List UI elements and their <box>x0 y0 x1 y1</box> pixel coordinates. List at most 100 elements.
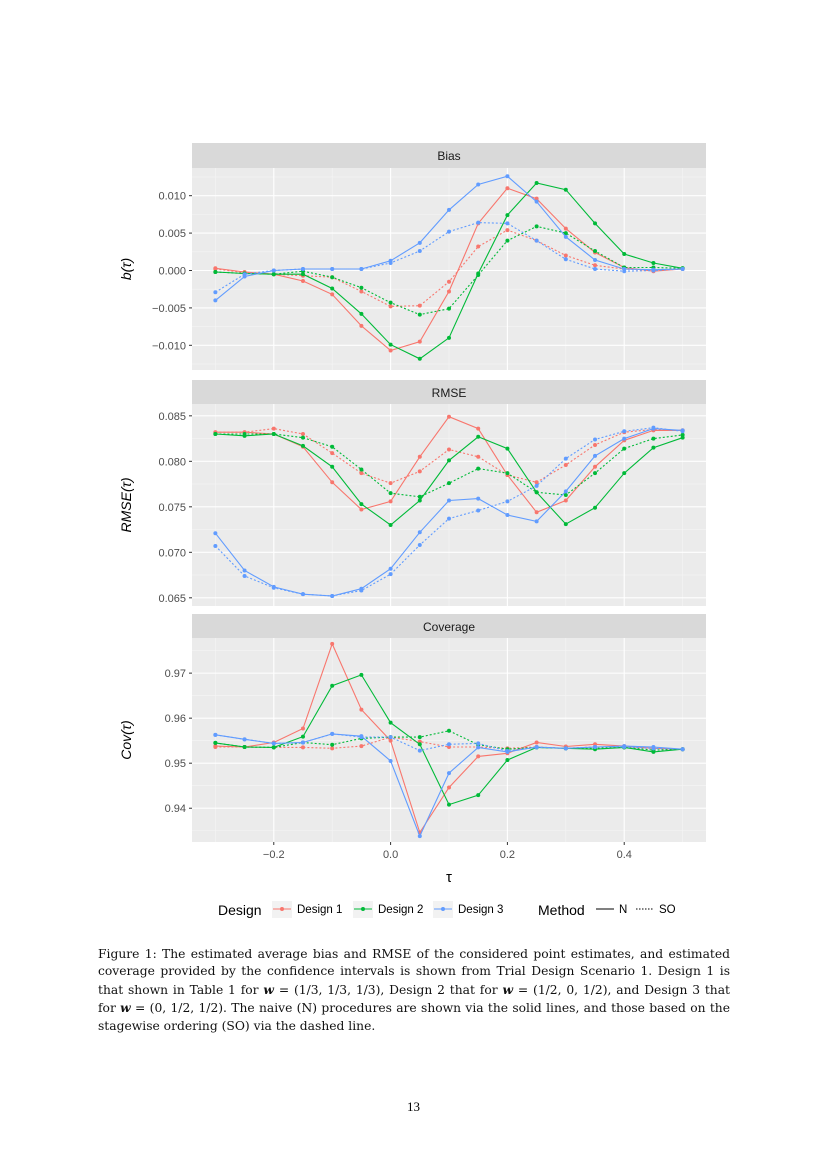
data-point <box>447 728 451 733</box>
data-point <box>622 744 627 749</box>
data-point <box>563 462 568 467</box>
data-point <box>447 306 451 311</box>
x-tick-label: 0.4 <box>617 849 632 861</box>
data-point <box>447 279 451 284</box>
data-point <box>417 498 422 503</box>
data-point <box>417 494 422 499</box>
data-point <box>593 249 598 254</box>
y-tick-label: 0.95 <box>165 758 186 770</box>
data-point <box>447 414 451 419</box>
x-tick-label: 0.0 <box>383 849 398 861</box>
data-point <box>213 740 218 745</box>
data-point <box>300 435 305 440</box>
legend-label: Design 2 <box>378 904 423 916</box>
y-tick-label: −0.005 <box>152 303 186 315</box>
data-point <box>505 213 510 218</box>
strip-background <box>192 143 706 168</box>
data-point <box>534 490 539 495</box>
data-point <box>593 221 598 226</box>
data-point <box>622 252 627 257</box>
data-point <box>330 292 335 297</box>
data-point <box>505 446 510 451</box>
data-point <box>593 263 598 268</box>
data-point <box>242 568 247 573</box>
series-line-design-2-so <box>215 225 683 316</box>
data-point <box>359 744 364 749</box>
data-point <box>563 231 568 236</box>
data-point <box>563 746 568 751</box>
data-point <box>534 180 539 185</box>
y-tick-label: 0.010 <box>158 191 186 203</box>
data-point <box>271 741 276 746</box>
data-point <box>388 348 393 353</box>
y-tick-label: 0.000 <box>158 265 186 277</box>
y-tick-label: 0.070 <box>158 547 186 559</box>
data-point <box>271 426 276 431</box>
data-point <box>622 446 627 451</box>
data-point <box>359 507 364 512</box>
data-point <box>388 261 393 266</box>
y-tick-label: 0.97 <box>165 668 186 680</box>
data-point <box>651 425 656 430</box>
data-point <box>242 432 247 437</box>
data-point <box>651 746 656 751</box>
x-axis-label: τ <box>446 869 452 886</box>
panel-bias: Bias 0.010 0.005 0.000 −0.005 −0.010 b(τ) <box>118 143 706 370</box>
data-point <box>359 588 364 593</box>
series-line-design-1-so <box>215 736 683 750</box>
data-point <box>447 498 451 503</box>
data-point <box>330 286 335 291</box>
legend-key-point <box>280 907 284 911</box>
data-point <box>271 745 276 750</box>
y-tick-label: 0.94 <box>165 803 186 815</box>
x-tick-label: 0.2 <box>500 849 515 861</box>
caption-text: Figure 1: The estimated average bias and… <box>98 947 730 997</box>
y-axis-label: Cov(τ) <box>118 720 134 759</box>
data-point <box>359 735 364 740</box>
data-point <box>505 471 510 476</box>
data-point <box>271 585 276 590</box>
data-point <box>563 253 568 258</box>
data-point <box>417 543 422 548</box>
data-point <box>388 491 393 496</box>
data-point <box>359 285 364 290</box>
data-point <box>242 737 247 742</box>
data-point <box>271 268 276 273</box>
data-point <box>271 432 276 437</box>
data-point <box>447 481 451 486</box>
data-point <box>330 451 335 456</box>
figure: Bias 0.010 0.005 0.000 −0.005 −0.010 b(τ) RMSE 0… <box>118 143 706 918</box>
data-point <box>330 641 335 646</box>
data-point <box>505 186 510 191</box>
data-point <box>505 749 510 754</box>
data-point <box>330 275 335 280</box>
legend-label: SO <box>659 904 676 916</box>
y-tick-label: 0.005 <box>158 228 186 240</box>
x-tick-label: −0.2 <box>263 849 285 861</box>
data-point <box>476 182 481 187</box>
data-point <box>388 735 393 740</box>
data-point <box>534 740 539 745</box>
data-point <box>563 234 568 239</box>
legend-label: Design 1 <box>297 904 342 916</box>
data-point <box>359 311 364 316</box>
data-point <box>213 432 218 437</box>
data-point <box>330 480 335 485</box>
data-point <box>651 436 656 441</box>
data-point <box>476 745 481 750</box>
page-number: 13 <box>407 1099 420 1114</box>
data-point <box>505 221 510 226</box>
data-point <box>417 735 422 740</box>
data-point <box>680 747 685 752</box>
caption-symbol: w <box>502 981 514 997</box>
data-point <box>476 793 481 798</box>
data-point <box>330 444 335 449</box>
caption-text: = (0, 1/2, 1/2). The naive (N) procedure… <box>98 1001 730 1033</box>
data-point <box>476 741 481 746</box>
data-point <box>388 566 393 571</box>
data-point <box>359 323 364 328</box>
y-tick-label: −0.010 <box>152 340 186 352</box>
panel-coverage: Coverage 0.97 0.96 0.95 0.94 Cov(τ) −0.2 0.0 0.2… <box>118 614 706 886</box>
strip-label: RMSE <box>432 386 467 400</box>
data-point <box>680 267 685 271</box>
